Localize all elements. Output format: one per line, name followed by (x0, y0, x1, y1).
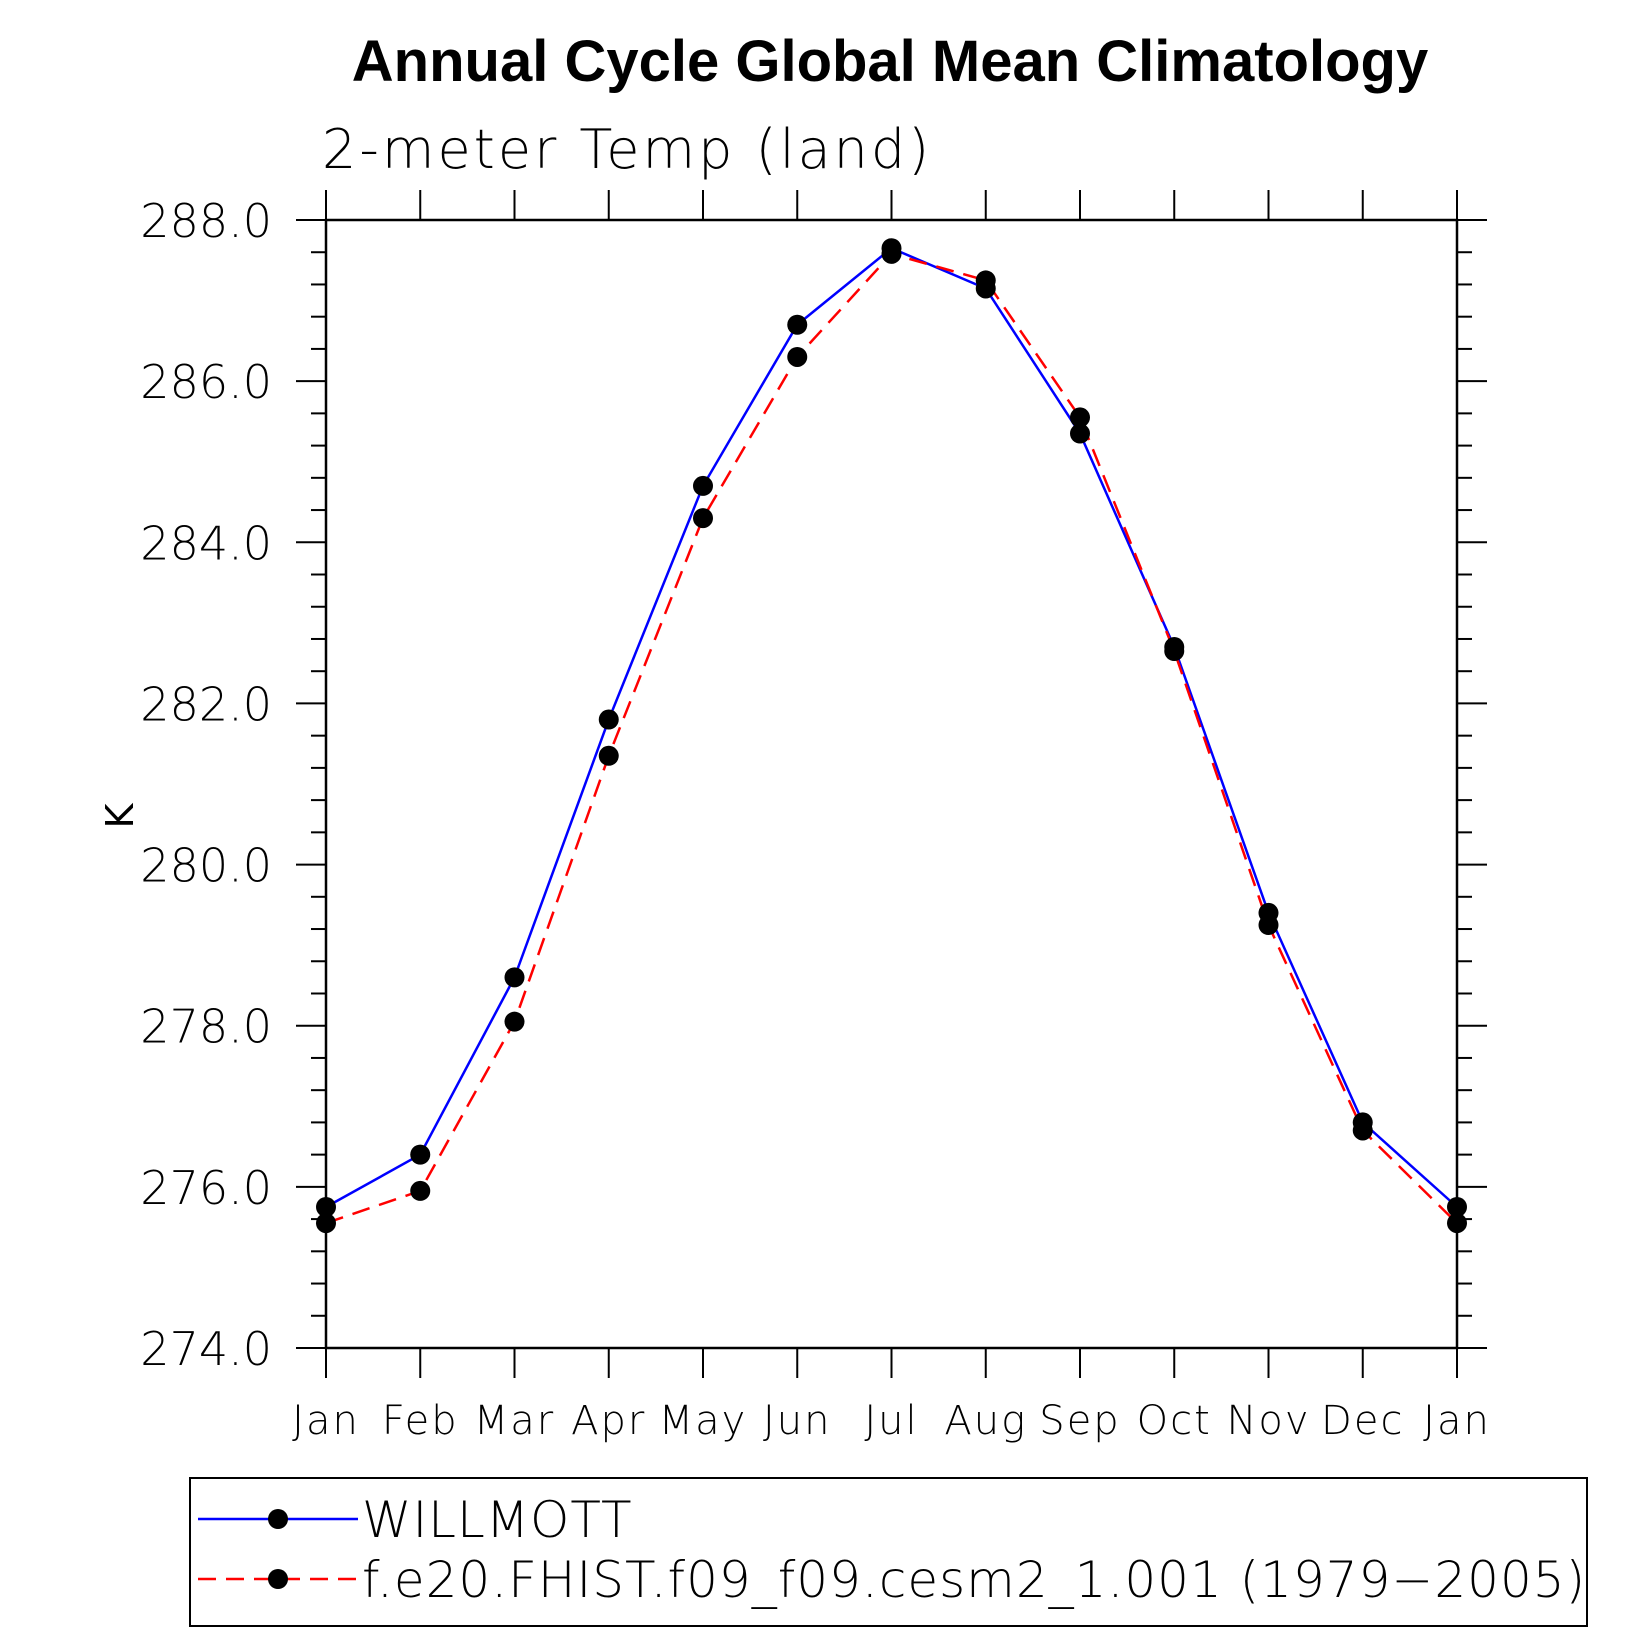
y-tick-label: 280.0 (140, 839, 272, 893)
series-1-point (410, 1144, 431, 1165)
x-tick-label: Jun (763, 1398, 832, 1444)
legend-label-2: f.e20.FHIST.f09_f09.cesm2_1.001 (1979−20… (362, 1551, 1586, 1609)
legend-marker-1 (268, 1509, 288, 1529)
x-tick-label: Jan (292, 1398, 360, 1444)
series-2-point (1070, 407, 1090, 428)
series-1-point (693, 475, 713, 496)
series-2-point (504, 1011, 525, 1032)
series-2-point (410, 1180, 431, 1201)
x-tick-label: Mar (474, 1398, 555, 1444)
series-1-point (1070, 423, 1090, 444)
series-2-point (881, 243, 902, 264)
series-1-point (316, 1197, 336, 1217)
x-tick-label: Aug (944, 1398, 1027, 1444)
series-line-1 (325, 246, 1458, 1209)
series-2-point (693, 508, 713, 529)
x-tick-label: Nov (1226, 1398, 1310, 1444)
x-tick-label: Apr (571, 1398, 646, 1444)
legend-marker-2 (268, 1569, 288, 1589)
x-tick-label: Jul (864, 1398, 918, 1444)
legend-label-1: WILLMOTT (362, 1491, 633, 1549)
chart-title: Annual Cycle Global Mean Climatology (351, 29, 1429, 94)
series-1-point (787, 314, 808, 335)
series-2-point (316, 1213, 336, 1234)
y-tick-label: 278.0 (140, 1000, 272, 1054)
series-2-point (1352, 1120, 1373, 1141)
y-tick-label: 284.0 (140, 516, 272, 570)
series-2-point (787, 346, 808, 367)
legend-box (189, 1477, 1588, 1627)
x-tick-label: Jan (1423, 1398, 1491, 1444)
x-tick-label: Oct (1137, 1398, 1212, 1444)
x-tick-label: Feb (382, 1398, 459, 1444)
series-1-point (598, 709, 619, 730)
series-1-point (1447, 1197, 1467, 1217)
series-2-point (975, 270, 996, 291)
chart-subtitle: 2-meter Temp (land) (322, 118, 933, 181)
series-2-point (1164, 641, 1185, 662)
x-tick-label: May (659, 1398, 748, 1444)
y-tick-label: 276.0 (140, 1161, 272, 1215)
x-tick-label: Dec (1321, 1398, 1404, 1444)
y-tick-label: 288.0 (140, 194, 272, 248)
series-2-point (598, 745, 619, 766)
plot-frame (324, 218, 1459, 1350)
y-tick-label: 282.0 (140, 677, 272, 731)
series-line-2 (325, 252, 1458, 1225)
series-2-point (1447, 1213, 1467, 1234)
series-2-point (1258, 915, 1279, 935)
y-tick-label: 274.0 (140, 1322, 272, 1376)
x-tick-label: Sep (1039, 1398, 1120, 1444)
series-1-point (504, 967, 525, 988)
y-tick-label: 286.0 (140, 355, 272, 409)
